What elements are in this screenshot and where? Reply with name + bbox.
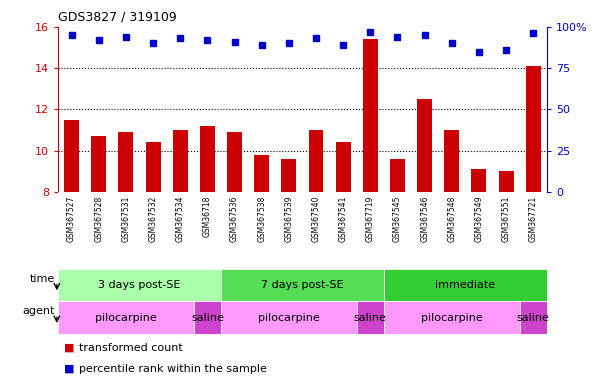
Bar — [499, 171, 514, 192]
Text: saline: saline — [517, 313, 550, 323]
Bar — [221, 269, 384, 301]
Bar — [390, 159, 405, 192]
Bar — [194, 301, 221, 334]
Bar — [309, 130, 323, 192]
Bar — [58, 269, 221, 301]
Bar — [58, 301, 194, 334]
Text: GSM367534: GSM367534 — [176, 196, 185, 242]
Text: pilocarpine: pilocarpine — [95, 313, 157, 323]
Bar — [357, 301, 384, 334]
Text: GSM367531: GSM367531 — [122, 196, 130, 242]
Bar — [363, 39, 378, 192]
Bar — [384, 301, 520, 334]
Text: GSM367527: GSM367527 — [67, 196, 76, 242]
Text: GSM367551: GSM367551 — [502, 196, 511, 242]
Text: GSM367539: GSM367539 — [284, 196, 293, 242]
Bar — [173, 130, 188, 192]
Text: GSM367540: GSM367540 — [312, 196, 321, 242]
Text: GSM367541: GSM367541 — [338, 196, 348, 242]
Bar — [145, 142, 161, 192]
Text: GSM367546: GSM367546 — [420, 196, 429, 242]
Text: GSM367545: GSM367545 — [393, 196, 402, 242]
Text: GSM36718: GSM36718 — [203, 196, 212, 237]
Text: GSM367536: GSM367536 — [230, 196, 239, 242]
Text: transformed count: transformed count — [79, 343, 183, 353]
Bar — [221, 301, 357, 334]
Text: pilocarpine: pilocarpine — [258, 313, 320, 323]
Bar — [384, 269, 547, 301]
Text: ■: ■ — [64, 343, 75, 353]
Text: saline: saline — [191, 313, 224, 323]
Bar — [200, 126, 215, 192]
Bar — [444, 130, 459, 192]
Bar — [119, 132, 133, 192]
Bar — [64, 120, 79, 192]
Text: GSM367538: GSM367538 — [257, 196, 266, 242]
Text: immediate: immediate — [435, 280, 496, 290]
Bar — [526, 66, 541, 192]
Text: percentile rank within the sample: percentile rank within the sample — [79, 364, 267, 374]
Bar — [91, 136, 106, 192]
Text: 7 days post-SE: 7 days post-SE — [261, 280, 344, 290]
Text: ■: ■ — [64, 364, 75, 374]
Text: 3 days post-SE: 3 days post-SE — [98, 280, 181, 290]
Text: GSM367532: GSM367532 — [148, 196, 158, 242]
Text: pilocarpine: pilocarpine — [421, 313, 483, 323]
Text: time: time — [30, 273, 55, 284]
Text: GSM367548: GSM367548 — [447, 196, 456, 242]
Bar — [227, 132, 242, 192]
Text: saline: saline — [354, 313, 387, 323]
Bar — [520, 301, 547, 334]
Text: agent: agent — [23, 306, 55, 316]
Text: GSM367528: GSM367528 — [94, 196, 103, 242]
Bar — [335, 142, 351, 192]
Text: GSM367721: GSM367721 — [529, 196, 538, 242]
Text: GSM367719: GSM367719 — [366, 196, 375, 242]
Bar — [472, 169, 486, 192]
Text: GSM367549: GSM367549 — [475, 196, 483, 242]
Text: GDS3827 / 319109: GDS3827 / 319109 — [58, 10, 177, 23]
Bar — [254, 155, 269, 192]
Bar — [417, 99, 432, 192]
Bar — [282, 159, 296, 192]
